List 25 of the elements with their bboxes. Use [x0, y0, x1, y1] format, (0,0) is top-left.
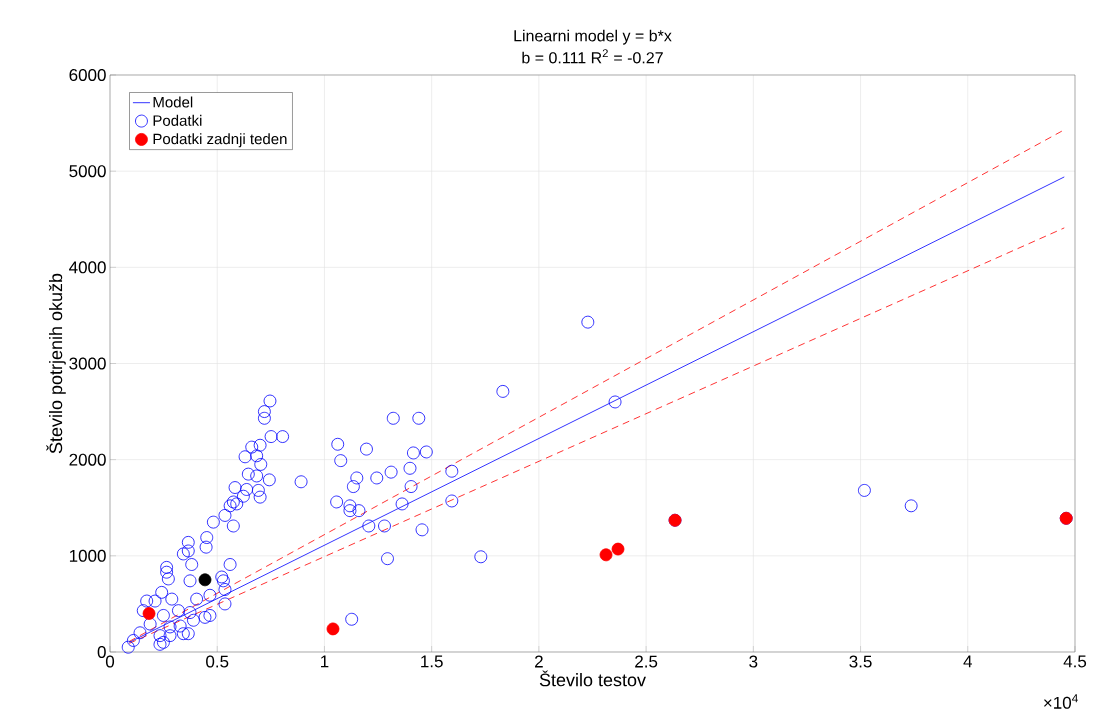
y-tick-label: 2000	[69, 453, 106, 466]
x-tick-label: 3	[749, 655, 758, 668]
x-tick-label: 4.5	[1063, 655, 1087, 668]
chart-subtitle: b = 0.111 R$^{2}$ = -0.27	[522, 49, 663, 64]
y-tick-label: 4000	[69, 261, 106, 274]
y-tick-label: 6000	[69, 68, 106, 82]
x-tick-label: 3.5	[849, 655, 872, 668]
x-tick-label: 2	[535, 655, 543, 668]
y-tick-label: 1000	[69, 549, 106, 562]
chart-title: Linearni model y = b*x	[514, 29, 672, 45]
x-tick-label: 1.5	[421, 655, 443, 668]
legend-label: Podatki zadnji teden	[153, 133, 287, 148]
x-tick-label: 1	[321, 655, 329, 668]
x-axis-title: Število testov	[539, 670, 646, 687]
x-tick-label: 2.5	[635, 655, 658, 668]
y-axis-title: Število potrjenih okužb	[46, 273, 66, 454]
x-tick-label: 4	[963, 655, 973, 668]
y-tick-label: 3000	[69, 357, 106, 370]
legend-label: Model	[153, 96, 193, 108]
legend-label: Podatki	[153, 114, 202, 126]
y-tick-label: 0	[97, 645, 106, 659]
x-tick-label: 0.5	[206, 655, 229, 668]
y-tick-label: 5000	[69, 165, 106, 178]
x-tick-label: 0	[105, 655, 115, 668]
text: ×10$^{4}$	[1044, 694, 1078, 709]
